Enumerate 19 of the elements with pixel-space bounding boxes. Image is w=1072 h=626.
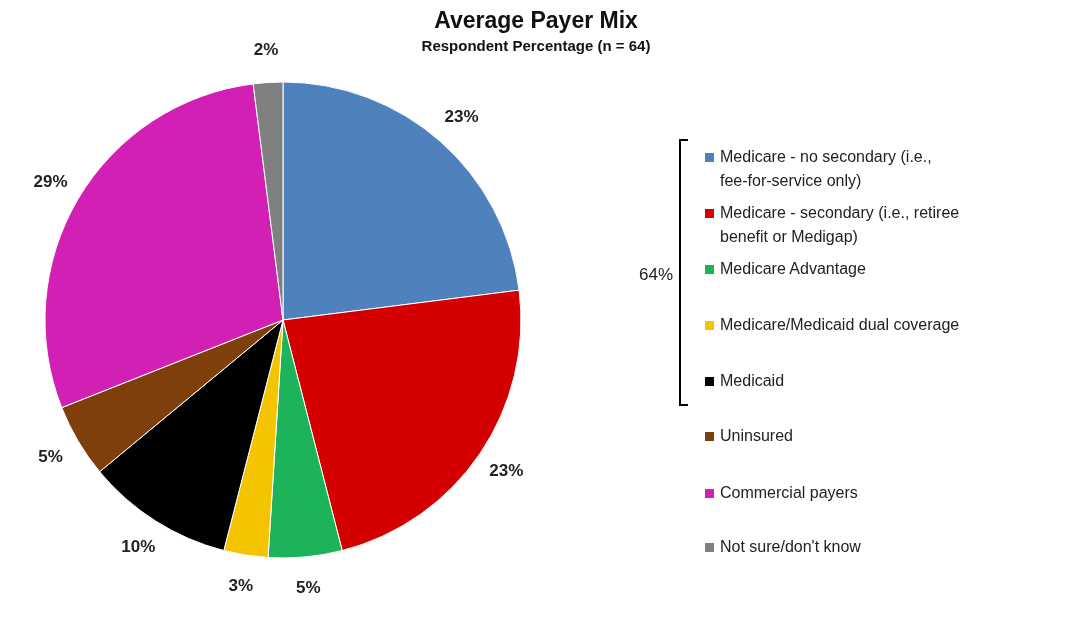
data-label: 29% — [33, 172, 68, 192]
data-label: 2% — [253, 40, 279, 60]
text: 64% — [638, 265, 674, 285]
legend-label: Medicare - secondary (i.e., retiree benefit or Medigap) — [720, 204, 960, 246]
legend-label: Medicare/Medicaid dual coverage — [720, 316, 960, 334]
data-label: 5% — [296, 578, 321, 598]
data-label: 3% — [228, 576, 254, 596]
legend-label: Medicare Advantage — [720, 260, 866, 278]
data-label: 23% — [444, 106, 479, 126]
legend-label: Medicaid — [720, 372, 785, 390]
data-label: 5% — [38, 446, 63, 466]
legend-label: Uninsured — [720, 427, 793, 445]
chart-title: Average Payer Mix — [434, 7, 639, 33]
legend-label: Not sure/don't know — [720, 538, 862, 556]
data-label: 10% — [121, 537, 156, 557]
chart-subtitle: Respondent Percentage (n = 64) — [421, 37, 651, 54]
legend-label: Commercial payers — [720, 484, 858, 502]
data-label: 23% — [489, 461, 524, 481]
legend-label: Medicare - no secondary (i.e., fee-for-service only) — [720, 148, 932, 190]
